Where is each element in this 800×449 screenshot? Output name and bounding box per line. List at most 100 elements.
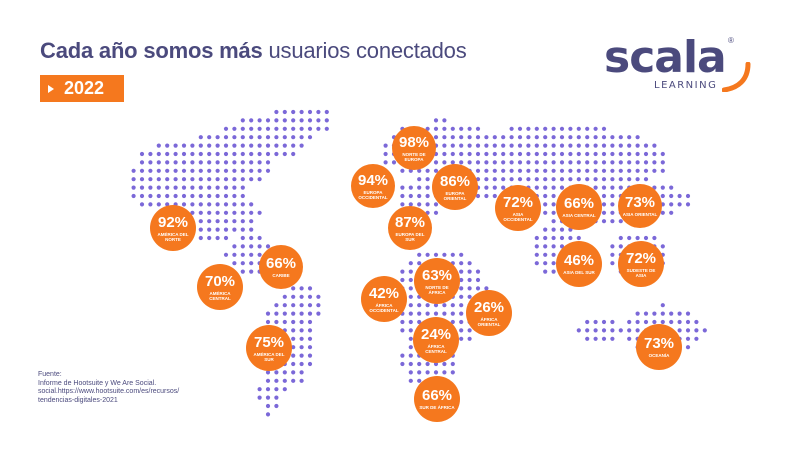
map-dot [282,311,287,316]
title-bold: Cada año somos más [40,38,263,63]
map-dot [190,168,195,173]
map-dot [215,168,220,173]
map-dot [198,177,203,182]
map-dot [173,151,178,157]
map-dot [660,151,665,157]
map-dot [265,126,271,131]
map-dot [585,168,590,173]
map-dot [660,210,665,215]
map-dot [543,227,548,232]
map-dot [215,135,220,140]
bubble-pct: 94% [357,171,389,189]
map-dot [635,319,640,325]
map-dot [635,177,640,182]
map-dot [408,202,413,207]
map-dot [543,143,548,148]
map-dot [610,202,615,207]
map-dot [643,311,649,316]
map-dot [165,168,170,173]
map-dot [215,143,220,148]
map-dot [299,328,304,333]
map-dot [576,143,581,148]
map-dot [475,135,481,140]
map-dot [559,126,565,131]
map-dot [307,328,313,333]
map-dot [181,185,187,190]
map-dot [215,227,220,232]
bubble-pct: 75% [253,333,285,351]
map-dot [433,202,439,207]
map-dot [307,319,313,325]
map-dot [517,126,523,131]
map-dot [265,319,271,325]
map-dot [492,177,497,182]
map-dot [593,319,598,325]
map-dot [131,185,136,190]
map-dot [282,303,287,308]
map-dot [240,202,245,207]
map-dot [181,143,187,148]
map-dot [274,126,279,131]
map-dot [610,336,615,341]
map-dot [610,261,615,266]
bubble-pct: 87% [394,213,426,231]
map-dot [249,177,254,182]
map-dot [408,361,413,367]
map-dot [215,185,220,190]
map-dot [501,143,506,148]
map-dot [198,202,203,207]
map-dot [181,202,187,207]
map-dot [249,269,254,274]
bubble-south-asia: 46% ASIA DEL SUR [556,241,602,287]
map-dot [551,160,556,165]
map-dot [282,370,287,375]
map-dot [400,353,405,358]
map-dot [190,202,195,207]
map-dot [543,252,548,257]
map-dot [543,160,548,165]
map-dot [307,336,313,341]
bubble-label: AMÉRICA CENTRAL [209,290,231,301]
map-dot [291,370,296,375]
map-dot [282,118,287,123]
map-dot [442,135,447,140]
map-dot [534,160,539,165]
map-dot [274,143,279,148]
map-dot [173,185,178,190]
map-dot [207,177,212,182]
map-dot [484,177,489,182]
map-dot [215,210,220,215]
map-dot [543,210,548,215]
map-dot [627,328,632,333]
map-dot [198,168,203,173]
map-dot [643,160,649,165]
map-dot [585,328,590,333]
map-dot [408,328,413,333]
map-dot [223,227,229,232]
map-dot [450,135,455,140]
map-dot [156,177,161,182]
map-dot [585,336,590,341]
map-dot [618,143,623,148]
map-dot [223,252,229,257]
map-dot [291,311,296,316]
bubble-pct: 24% [420,325,452,343]
map-dot [660,303,665,308]
map-dot [559,143,565,148]
map-dot [442,361,447,367]
map-dot [307,294,313,299]
map-dot [501,177,506,182]
map-dot [291,353,296,358]
map-dot [417,193,422,199]
map-dot [240,126,245,131]
map-dot [669,319,674,325]
map-dot [627,151,632,157]
map-dot [492,185,497,190]
map-dot [274,395,279,400]
map-dot [685,319,691,325]
map-dot [459,286,464,291]
map-dot [249,143,254,148]
map-dot [677,328,682,333]
bubble-label: ASIA DEL SUR [563,270,595,275]
map-dot [173,193,178,199]
